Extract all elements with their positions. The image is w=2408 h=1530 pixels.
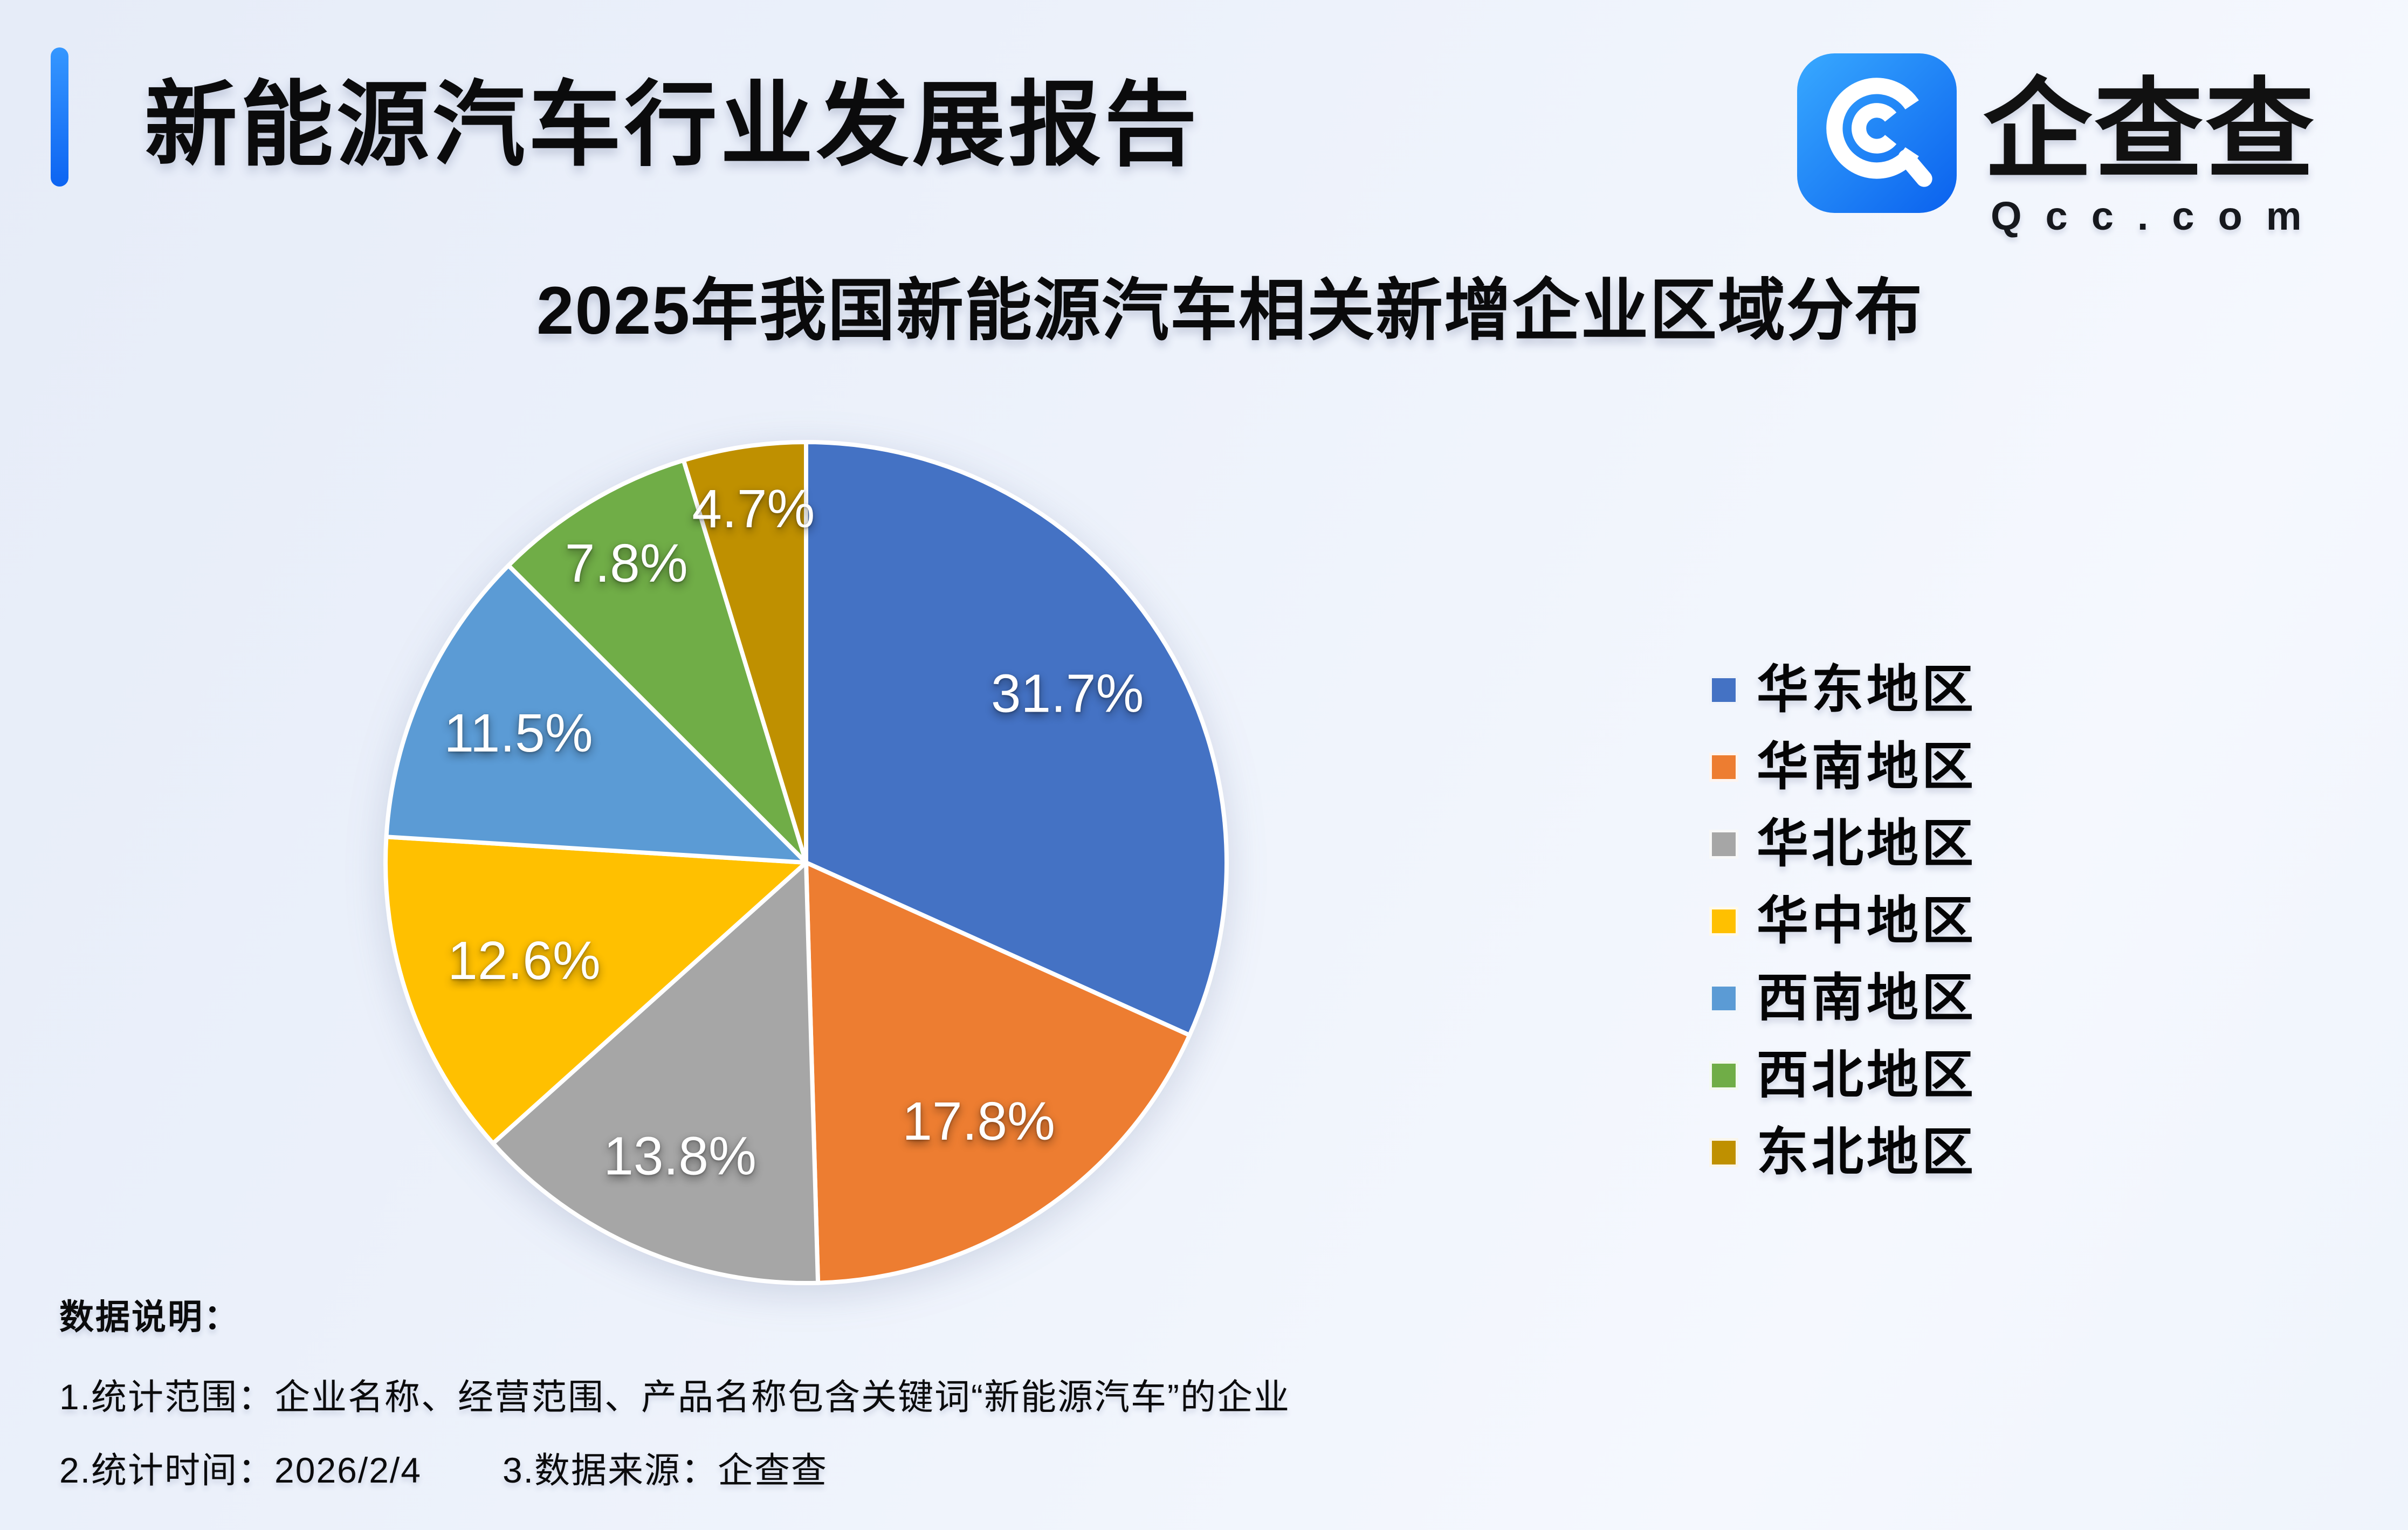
pie-slice-东北地区 — [681, 440, 808, 865]
pie-label-东北地区: 4.7% — [692, 479, 815, 539]
footer-note-meta: 2.统计时间：2026/2/4 3.数据来源：企查查 — [59, 1442, 828, 1493]
brand-logo: 企查查 Qcc.com — [1795, 52, 2362, 251]
footer-heading: 数据说明： — [59, 1298, 240, 1336]
pie-slice-西南地区 — [384, 563, 808, 865]
legend-label: 西南地区 — [1757, 969, 1977, 1027]
legend-label: 华东地区 — [1757, 660, 1977, 719]
pie-slice-华中地区 — [383, 835, 808, 1146]
footer-note-date: 2.统计时间：2026/2/4 — [59, 1450, 422, 1490]
pie-label-华东地区: 31.7% — [991, 664, 1144, 724]
legend-swatch — [1709, 1060, 1738, 1090]
legend-item-华北地区: 华北地区 — [1709, 805, 1977, 883]
legend-swatch — [1709, 752, 1738, 782]
pie-chart: 31.7% 17.8% 13.8% 12.6% 11.5% 7.8% 4.7% — [375, 431, 1237, 1294]
legend-swatch — [1709, 829, 1738, 859]
title-accent-bar — [51, 47, 68, 187]
qcc-magnifier-icon — [1795, 52, 1958, 215]
legend-item-华东地区: 华东地区 — [1709, 651, 1977, 728]
pie-label-华北地区: 13.8% — [603, 1126, 756, 1187]
legend-label: 华南地区 — [1757, 738, 1977, 796]
pie-label-华南地区: 17.8% — [902, 1091, 1055, 1152]
legend-label: 华中地区 — [1757, 892, 1977, 950]
legend-swatch — [1709, 906, 1738, 936]
pie-slice-华南地区 — [804, 860, 1192, 1285]
legend-label: 东北地区 — [1757, 1123, 1977, 1181]
legend-item-东北地区: 东北地区 — [1709, 1114, 1977, 1191]
footer-notes: 数据说明： 1.统计范围：企业名称、经营范围、产品名称包含关键词“新能源汽车”的… — [59, 1290, 1289, 1490]
pie-slice-西北地区 — [506, 458, 808, 865]
legend-label: 西北地区 — [1757, 1046, 1977, 1104]
legend-swatch — [1709, 1138, 1738, 1167]
legend-item-华中地区: 华中地区 — [1709, 883, 1977, 960]
pie-slice-华东地区 — [804, 440, 1229, 1038]
footer-note-source: 3.数据来源：企查查 — [502, 1450, 828, 1490]
legend-swatch — [1709, 675, 1738, 705]
brand-domain: Qcc.com — [1991, 194, 2326, 238]
legend-item-西北地区: 西北地区 — [1709, 1037, 1977, 1114]
legend-swatch — [1709, 983, 1738, 1013]
legend-item-华南地区: 华南地区 — [1709, 728, 1977, 805]
pie-label-西南地区: 11.5% — [444, 703, 593, 763]
pie-slice-华北地区 — [491, 860, 821, 1286]
legend-label: 华北地区 — [1757, 815, 1977, 873]
legend: 华东地区华南地区华北地区华中地区西南地区西北地区东北地区 — [1709, 651, 1977, 1191]
pie-label-华中地区: 12.6% — [448, 931, 601, 991]
footer-note-scope: 1.统计范围：企业名称、经营范围、产品名称包含关键词“新能源汽车”的企业 — [59, 1377, 1290, 1417]
chart-title: 2025年我国新能源汽车相关新增企业区域分布 — [536, 273, 1924, 348]
brand-name: 企查查 — [1983, 69, 2316, 191]
page-title: 新能源汽车行业发展报告 — [145, 73, 1200, 177]
pie-label-西北地区: 7.8% — [565, 533, 688, 594]
legend-item-西南地区: 西南地区 — [1709, 960, 1977, 1037]
